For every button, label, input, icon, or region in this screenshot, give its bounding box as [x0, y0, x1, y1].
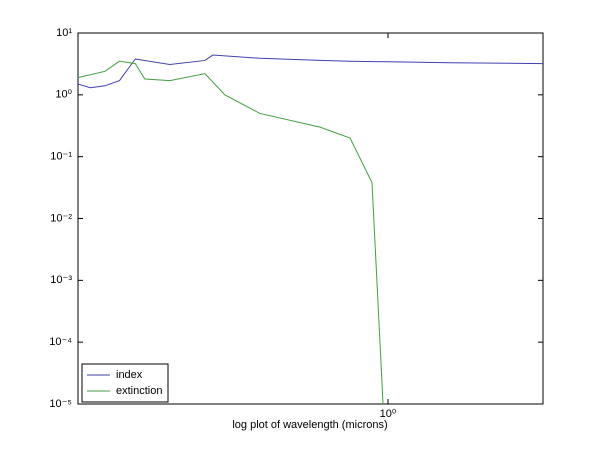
- plot-frame: [77, 32, 544, 405]
- y-tick-label: 10¹: [56, 27, 72, 39]
- x-axis-label: log plot of wavelength (microns): [232, 419, 387, 431]
- series-line: [77, 60, 384, 405]
- legend-box: [81, 363, 169, 403]
- y-tick-label: 10⁻²: [50, 212, 72, 224]
- legend-label: extinction: [116, 385, 162, 397]
- series-line: [77, 54, 544, 89]
- legend-label: index: [116, 369, 143, 381]
- y-tick-label: 10⁻¹: [50, 151, 72, 163]
- y-tick-label: 10⁻⁵: [49, 398, 72, 410]
- y-tick-label: 10⁰: [55, 89, 72, 101]
- y-tick-label: 10⁻³: [50, 274, 72, 286]
- x-tick-label: 10⁰: [380, 408, 397, 420]
- y-tick-label: 10⁻⁴: [49, 336, 72, 348]
